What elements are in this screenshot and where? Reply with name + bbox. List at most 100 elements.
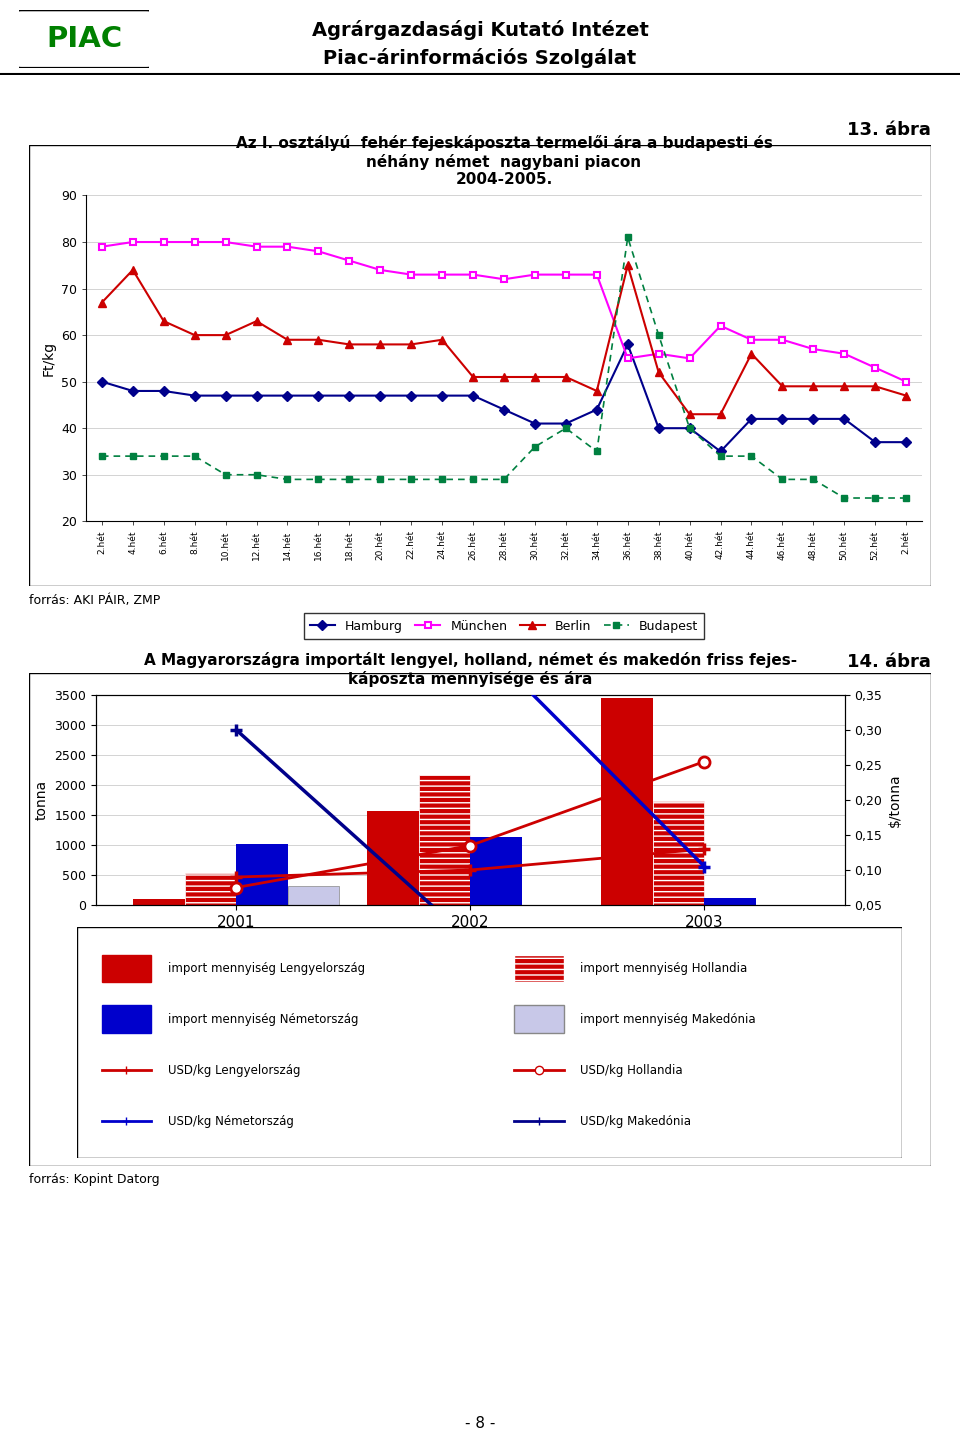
Bar bbox=[601, 698, 653, 905]
München bbox=[746, 332, 757, 349]
Hamburg bbox=[220, 387, 231, 404]
Hamburg bbox=[807, 410, 819, 427]
Budapest bbox=[344, 471, 355, 488]
Berlin bbox=[746, 345, 757, 362]
München bbox=[684, 350, 695, 368]
Budapest bbox=[498, 471, 510, 488]
München bbox=[220, 233, 231, 251]
USD/kg Hollandia bbox=[699, 753, 710, 770]
Bar bbox=[236, 844, 288, 905]
Berlin bbox=[777, 378, 788, 395]
Budapest bbox=[405, 471, 417, 488]
Berlin bbox=[900, 387, 912, 404]
München bbox=[498, 271, 510, 288]
Line: USD/kg Hollandia: USD/kg Hollandia bbox=[230, 756, 710, 893]
München bbox=[158, 233, 170, 251]
USD/kg Hollandia bbox=[230, 879, 242, 896]
München bbox=[900, 374, 912, 391]
Text: - 8 -: - 8 - bbox=[465, 1416, 495, 1431]
München bbox=[374, 261, 386, 278]
Text: USD/kg Németország: USD/kg Németország bbox=[168, 1115, 294, 1128]
Budapest bbox=[251, 466, 262, 484]
Bar bbox=[419, 775, 470, 905]
Hamburg bbox=[653, 420, 664, 437]
Legend: Hamburg, München, Berlin, Budapest: Hamburg, München, Berlin, Budapest bbox=[303, 614, 705, 639]
Hamburg bbox=[529, 414, 540, 432]
Berlin bbox=[560, 368, 571, 385]
München bbox=[251, 237, 262, 255]
Budapest bbox=[900, 489, 912, 507]
USD/kg Lengyelország bbox=[699, 840, 710, 857]
Text: forrás: AKI PÁIR, ZMP: forrás: AKI PÁIR, ZMP bbox=[29, 594, 160, 607]
Budapest bbox=[96, 447, 108, 465]
Hamburg bbox=[684, 420, 695, 437]
Budapest bbox=[807, 471, 819, 488]
Y-axis label: $/tonna: $/tonna bbox=[888, 773, 902, 827]
Hamburg bbox=[715, 443, 727, 460]
Berlin bbox=[405, 336, 417, 353]
USD/kg Makedónia bbox=[465, 931, 476, 948]
Text: Piac-árinformációs Szolgálat: Piac-árinformációs Szolgálat bbox=[324, 48, 636, 68]
Hamburg bbox=[870, 433, 881, 450]
FancyBboxPatch shape bbox=[102, 1005, 151, 1034]
FancyBboxPatch shape bbox=[102, 954, 151, 982]
Budapest bbox=[374, 471, 386, 488]
Hamburg bbox=[591, 401, 603, 418]
Hamburg bbox=[127, 382, 138, 400]
Berlin bbox=[96, 294, 108, 311]
Budapest bbox=[838, 489, 850, 507]
Bar bbox=[133, 899, 185, 905]
München bbox=[591, 266, 603, 284]
Budapest bbox=[127, 447, 138, 465]
Text: 14. ábra: 14. ábra bbox=[848, 653, 931, 670]
Budapest bbox=[870, 489, 881, 507]
Berlin bbox=[591, 382, 603, 400]
München bbox=[529, 266, 540, 284]
München bbox=[870, 359, 881, 376]
Text: 13. ábra: 13. ábra bbox=[848, 122, 931, 139]
USD/kg Lengyelország bbox=[230, 869, 242, 886]
Y-axis label: Ft/kg: Ft/kg bbox=[42, 340, 56, 376]
Budapest bbox=[437, 471, 448, 488]
Berlin bbox=[220, 326, 231, 343]
Budapest bbox=[281, 471, 293, 488]
München bbox=[838, 345, 850, 362]
Text: import mennyiség Németország: import mennyiség Németország bbox=[168, 1014, 358, 1025]
Line: USD/kg Németország: USD/kg Németország bbox=[230, 403, 710, 873]
Title: A Magyarországra importált lengyel, holland, német és makedón friss fejes-
kápos: A Magyarországra importált lengyel, holl… bbox=[144, 653, 797, 686]
Berlin bbox=[158, 313, 170, 330]
Hamburg bbox=[498, 401, 510, 418]
Berlin bbox=[374, 336, 386, 353]
Bar bbox=[185, 873, 236, 905]
Hamburg bbox=[437, 387, 448, 404]
USD/kg Németország bbox=[230, 400, 242, 417]
Budapest bbox=[529, 439, 540, 456]
München bbox=[96, 237, 108, 255]
München bbox=[777, 332, 788, 349]
München bbox=[127, 233, 138, 251]
Budapest bbox=[189, 447, 201, 465]
Berlin bbox=[715, 405, 727, 423]
Hamburg bbox=[622, 336, 634, 353]
München bbox=[189, 233, 201, 251]
USD/kg Hollandia bbox=[465, 837, 476, 854]
Hamburg bbox=[777, 410, 788, 427]
Bar bbox=[705, 898, 756, 905]
Budapest bbox=[158, 447, 170, 465]
Berlin bbox=[684, 405, 695, 423]
Berlin bbox=[281, 332, 293, 349]
Budapest bbox=[313, 471, 324, 488]
Berlin bbox=[127, 261, 138, 278]
USD/kg Makedónia bbox=[699, 931, 710, 948]
Berlin bbox=[437, 332, 448, 349]
Berlin bbox=[807, 378, 819, 395]
Berlin bbox=[313, 332, 324, 349]
Bar bbox=[470, 837, 522, 905]
München bbox=[560, 266, 571, 284]
Text: Agrárgazdasági Kutató Intézet: Agrárgazdasági Kutató Intézet bbox=[312, 20, 648, 41]
Hamburg bbox=[189, 387, 201, 404]
Hamburg bbox=[374, 387, 386, 404]
Berlin bbox=[468, 368, 479, 385]
Budapest bbox=[560, 420, 571, 437]
FancyBboxPatch shape bbox=[14, 10, 154, 68]
